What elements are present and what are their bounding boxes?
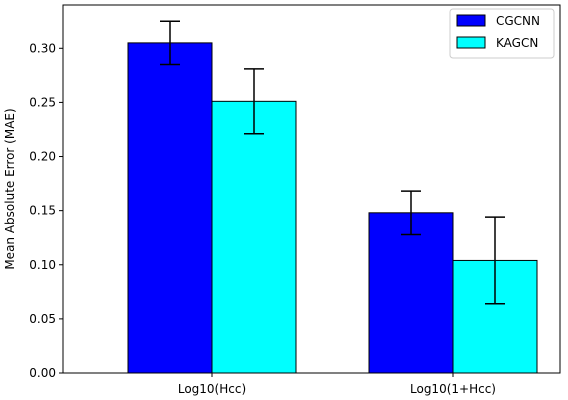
y-tick-label: 0.15	[29, 204, 56, 218]
legend-label-kagcn: KAGCN	[496, 36, 538, 50]
bar-kagcn-0	[211, 100, 297, 374]
x-axis: Log10(Hcc) Log10(1+Hcc)	[178, 373, 496, 396]
x-tick-label: Log10(Hcc)	[178, 382, 246, 396]
bars-layer	[127, 42, 538, 374]
y-axis-label: Mean Absolute Error (MAE)	[3, 108, 17, 269]
y-axis: 0.00 0.05 0.10 0.15 0.20 0.25 0.30	[29, 41, 63, 380]
y-tick-label: 0.30	[29, 41, 56, 55]
plot-frame	[62, 4, 561, 374]
legend: CGCNN KAGCN	[449, 8, 555, 59]
x-tick-label: Log10(1+Hcc)	[410, 382, 496, 396]
bar-cgcnn-0	[127, 42, 213, 374]
y-tick-label: 0.10	[29, 258, 56, 272]
legend-swatch-kagcn	[456, 36, 486, 49]
legend-label-cgcnn: CGCNN	[496, 14, 540, 28]
bar-cgcnn-1	[368, 212, 454, 374]
y-tick-label: 0.05	[29, 312, 56, 326]
y-tick-label: 0.25	[29, 95, 56, 109]
error-bars-layer	[160, 20, 505, 305]
y-tick-label: 0.20	[29, 150, 56, 164]
legend-swatch-cgcnn	[456, 14, 486, 27]
y-tick-label: 0.00	[29, 366, 56, 380]
